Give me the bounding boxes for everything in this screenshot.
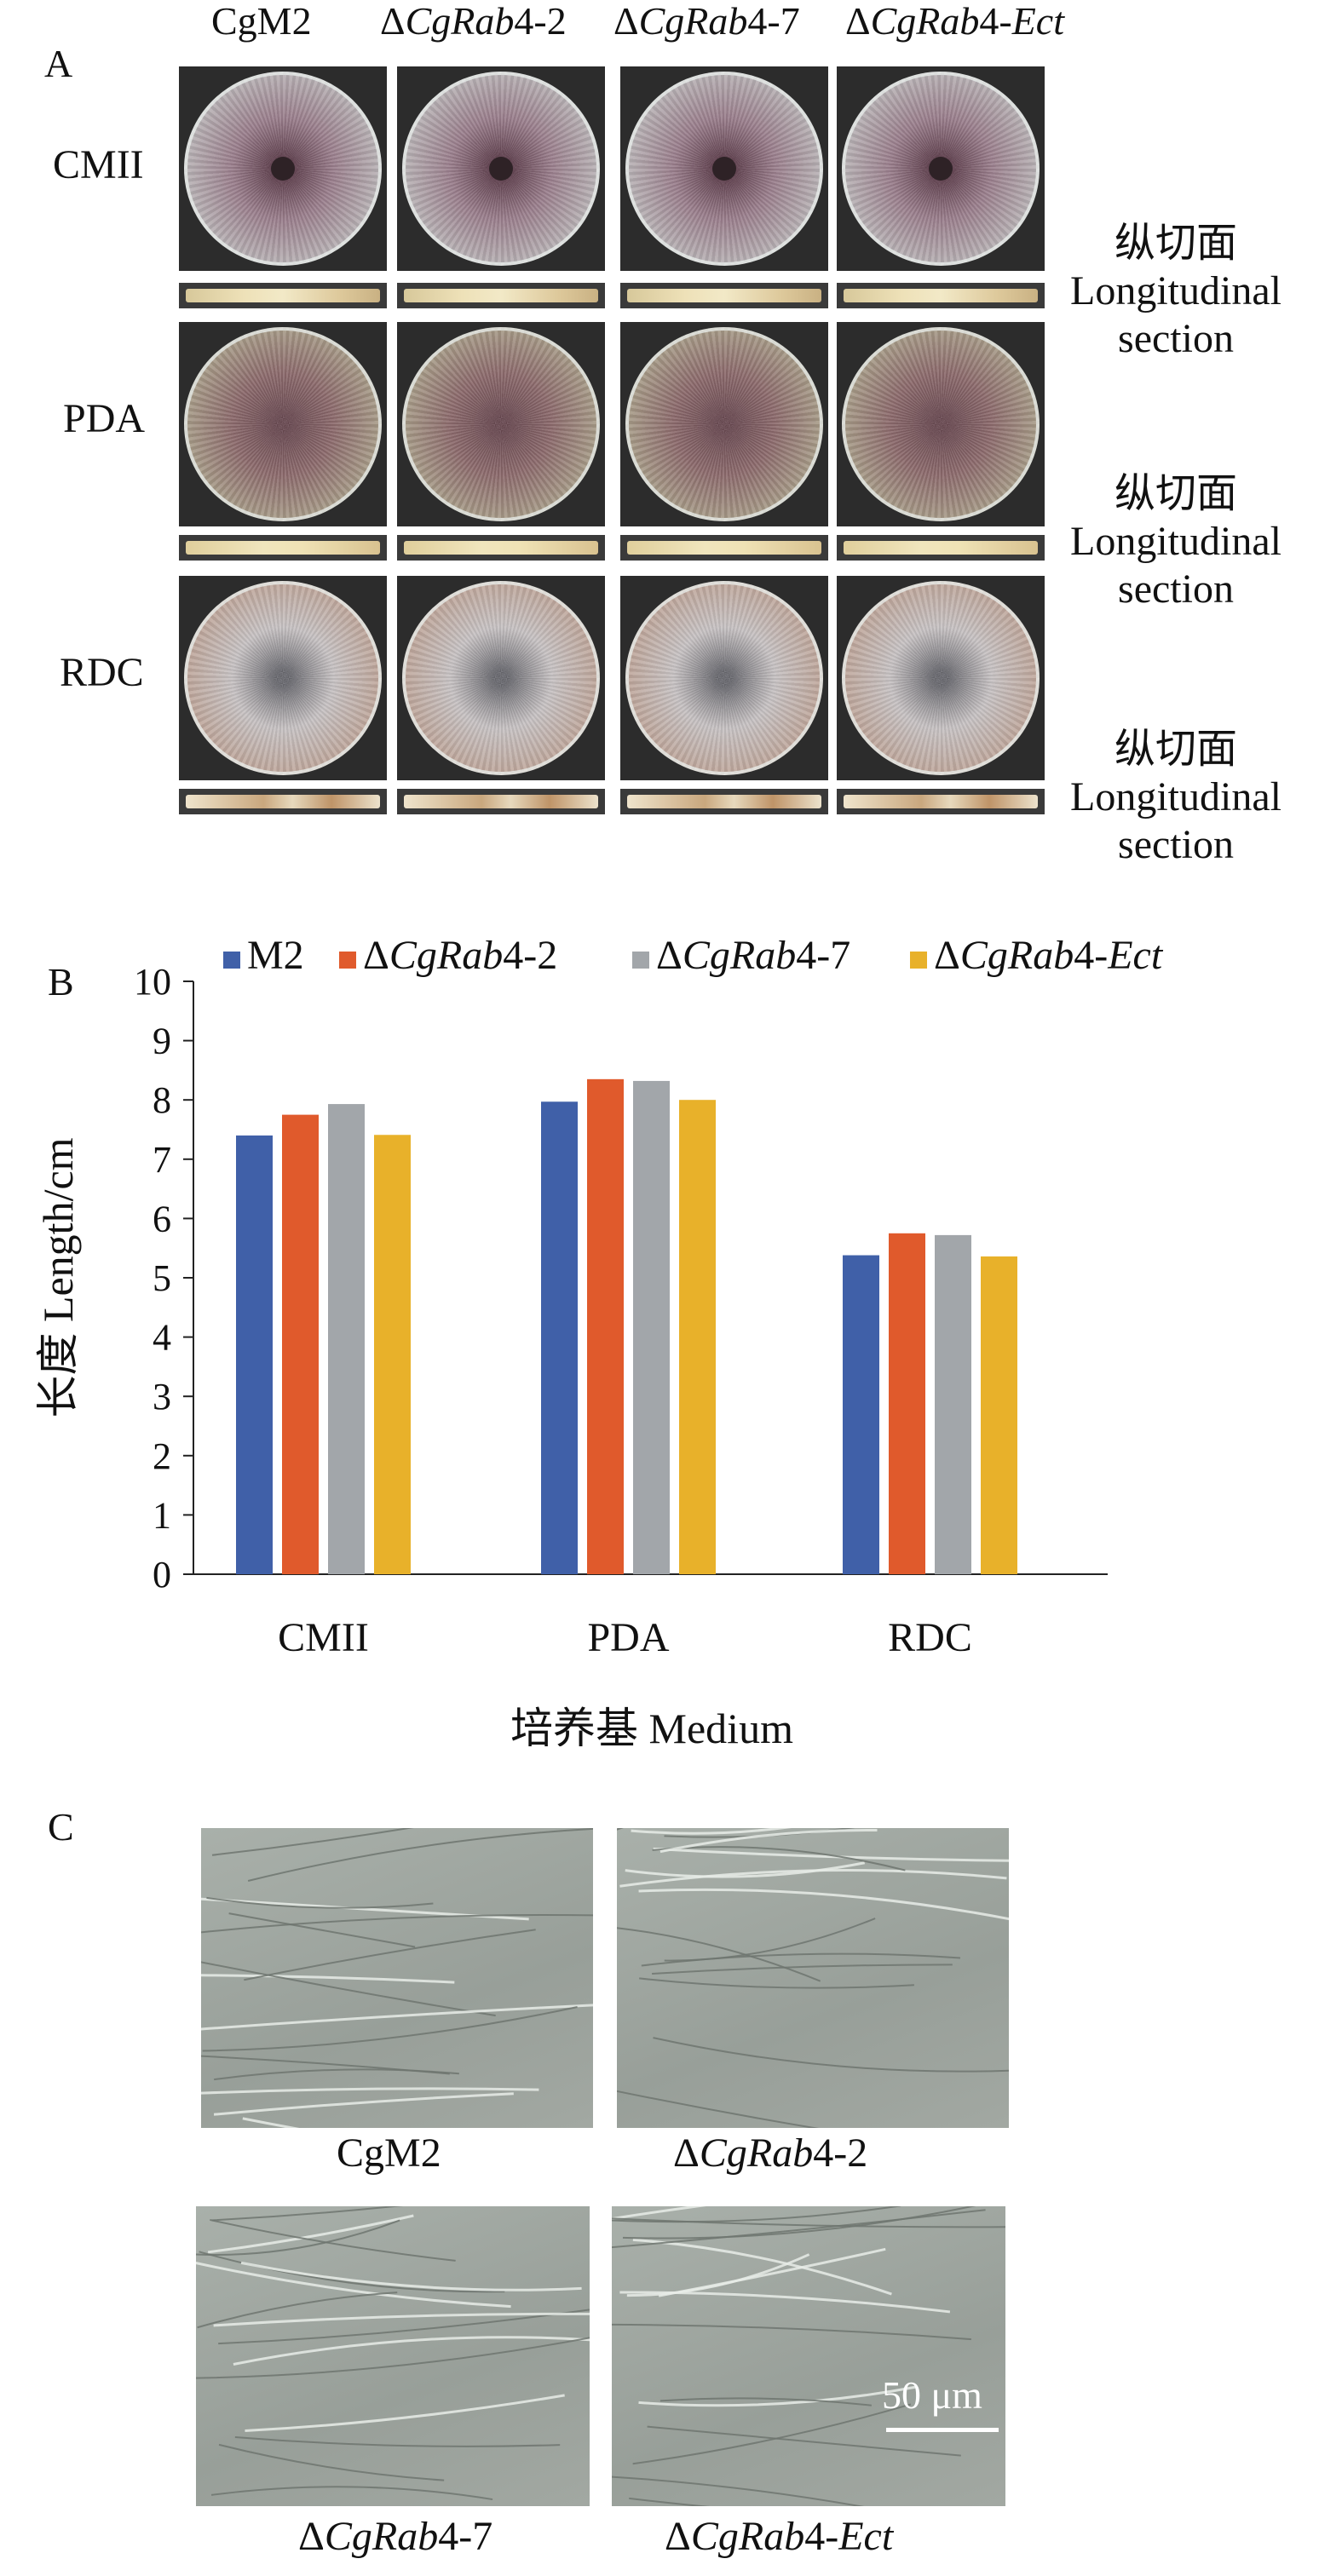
x-category-label: PDA	[587, 1615, 669, 1660]
micrograph-caption-rab4-7: ΔCgRab4-7	[298, 2514, 493, 2559]
micrograph-rab4-7	[196, 2206, 590, 2506]
bar-rdc-series-2	[889, 1233, 925, 1574]
y-tick-label: 2	[153, 1435, 171, 1477]
scale-bar-label: 50 μm	[882, 2373, 982, 2417]
y-axis-title: 长度 Length/cm	[34, 1137, 82, 1417]
longitudinal-section-cmii-rab4-7	[620, 283, 828, 308]
x-axis-title: 培养基 Medium	[510, 1705, 793, 1746]
longitudinal-section-pda-rab4-7	[620, 535, 828, 561]
x-category-label: RDC	[888, 1615, 972, 1660]
panel-c-letter: C	[48, 1805, 74, 1849]
micrograph-cgm2	[201, 1828, 593, 2128]
row-label-cmii: CMII	[53, 142, 144, 187]
bar-pda-series-3	[633, 1080, 670, 1574]
row-label-rdc: RDC	[60, 650, 144, 695]
y-tick-label: 10	[134, 961, 171, 1003]
column-header-rab4-2: ΔCgRab4-2	[380, 0, 567, 43]
y-tick-label: 9	[153, 1021, 171, 1062]
longitudinal-section-label-rdc: 纵切面 Longitudinal section	[1070, 727, 1282, 867]
y-tick-label: 6	[153, 1198, 171, 1239]
y-tick-label: 3	[153, 1376, 171, 1417]
bar-cmii-series-2	[282, 1114, 319, 1574]
legend-swatch	[910, 952, 927, 969]
longitudinal-section-cmii-rab4-2	[397, 283, 605, 308]
longitudinal-section-rdc-rab4-ect	[837, 789, 1045, 814]
micrograph-caption-rab4-ect: ΔCgRab4-Ect	[665, 2514, 894, 2559]
petri-dish-rdc-rab4-7	[620, 576, 828, 780]
panel-a-letter: A	[44, 42, 73, 85]
petri-dish-pda-cgm2	[179, 322, 387, 526]
bar-cmii-series-1	[236, 1135, 273, 1574]
longitudinal-section-label-cmii: 纵切面 Longitudinal section	[1070, 221, 1282, 361]
longitudinal-section-rdc-cgm2	[179, 789, 387, 814]
legend-label: ΔCgRab4-7	[656, 933, 850, 978]
scale-bar	[886, 2428, 999, 2432]
panel-b-letter: B	[48, 960, 74, 1003]
y-tick-label: 5	[153, 1257, 171, 1299]
petri-dish-rdc-rab4-ect	[837, 576, 1045, 780]
bar-cmii-series-4	[374, 1135, 411, 1574]
bar-chart: 0 1 2 3 4 5 6 7 8 9 10 CMII PDA RDC 培养基 Medium 长度 Lengt…	[34, 933, 1164, 1746]
petri-dish-cmii-rab4-7	[620, 66, 828, 271]
y-tick-label: 7	[153, 1139, 171, 1181]
bar-rdc-series-1	[843, 1255, 879, 1574]
petri-dish-rdc-cgm2	[179, 576, 387, 780]
legend-swatch	[339, 952, 356, 969]
column-header-rab4-ect: ΔCgRab4-Ect	[845, 0, 1064, 43]
petri-dish-cmii-rab4-2	[397, 66, 605, 271]
longitudinal-section-pda-rab4-2	[397, 535, 605, 561]
bar-pda-series-1	[541, 1101, 578, 1574]
petri-dish-rdc-rab4-2	[397, 576, 605, 780]
y-tick-label: 0	[153, 1554, 171, 1596]
y-tick-label: 8	[153, 1079, 171, 1121]
longitudinal-section-pda-cgm2	[179, 535, 387, 561]
petri-dish-cmii-rab4-ect	[837, 66, 1045, 271]
longitudinal-section-rdc-rab4-7	[620, 789, 828, 814]
row-label-pda: PDA	[63, 396, 146, 441]
petri-dish-pda-rab4-ect	[837, 322, 1045, 526]
micrograph-caption-cgm2: CgM2	[337, 2130, 441, 2176]
petri-dish-pda-rab4-2	[397, 322, 605, 526]
micrograph-rab4-2	[617, 1828, 1009, 2128]
micrograph-rab4-ect	[612, 2206, 1005, 2506]
petri-dish-pda-rab4-7	[620, 322, 828, 526]
y-tick-label: 4	[153, 1317, 171, 1359]
bar-rdc-series-3	[935, 1234, 971, 1574]
longitudinal-section-cmii-rab4-ect	[837, 283, 1045, 308]
bar-pda-series-2	[587, 1078, 624, 1574]
legend-label: ΔCgRab4-Ect	[934, 933, 1164, 978]
bar-pda-series-4	[679, 1100, 716, 1574]
y-tick-label: 1	[153, 1494, 171, 1536]
longitudinal-section-label-pda: 纵切面 Longitudinal section	[1070, 471, 1282, 612]
longitudinal-section-pda-rab4-ect	[837, 535, 1045, 561]
petri-dish-cmii-cgm2	[179, 66, 387, 271]
legend-label: ΔCgRab4-2	[363, 933, 557, 978]
legend-swatch	[223, 952, 240, 969]
x-category-label: CMII	[278, 1615, 369, 1660]
column-header-rab4-7: ΔCgRab4-7	[613, 0, 800, 43]
micrograph-caption-rab4-2: ΔCgRab4-2	[673, 2130, 868, 2176]
bar-rdc-series-4	[981, 1256, 1017, 1574]
bar-cmii-series-3	[328, 1104, 365, 1574]
longitudinal-section-cmii-cgm2	[179, 283, 387, 308]
column-header-cgm2: CgM2	[211, 0, 312, 43]
legend-swatch	[632, 952, 649, 969]
longitudinal-section-rdc-rab4-2	[397, 789, 605, 814]
legend-label: M2	[247, 933, 304, 978]
